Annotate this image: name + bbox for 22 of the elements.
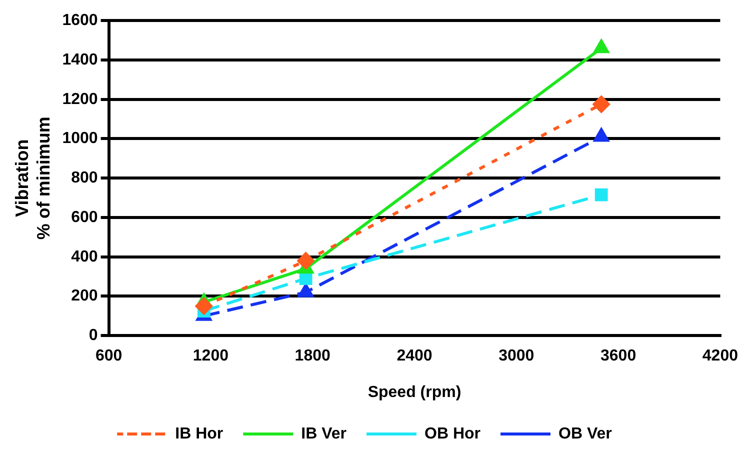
legend-label: IB Ver (301, 425, 346, 442)
x-tick-label: 3600 (600, 348, 636, 365)
y-tick-label: 0 (88, 327, 98, 344)
y-tick-label: 1200 (62, 90, 98, 108)
y-tick-label: 400 (71, 248, 98, 266)
x-tick-label: 2400 (396, 348, 432, 365)
x-tick-label: 1200 (192, 348, 229, 365)
legend-label: IB Hor (175, 425, 224, 442)
y-tick-label: 200 (71, 288, 98, 305)
x-tick-label: 3000 (498, 348, 534, 365)
legend-label: OB Hor (424, 425, 480, 442)
y-tick-label: 600 (71, 208, 98, 226)
y-axis-title: Vibration % of minimum (12, 116, 54, 240)
legend-label: OB Ver (558, 425, 612, 442)
x-tick-label: 1800 (294, 348, 330, 365)
y-tick-label: 1600 (62, 12, 98, 30)
y-tick-label: 1000 (62, 130, 98, 148)
x-axis-title: Speed (rpm) (368, 384, 462, 401)
y-tick-label: 1400 (62, 51, 98, 68)
y-tick-label: 800 (71, 170, 98, 187)
x-tick-label: 4200 (702, 348, 738, 365)
x-tick-label: 600 (95, 348, 122, 365)
